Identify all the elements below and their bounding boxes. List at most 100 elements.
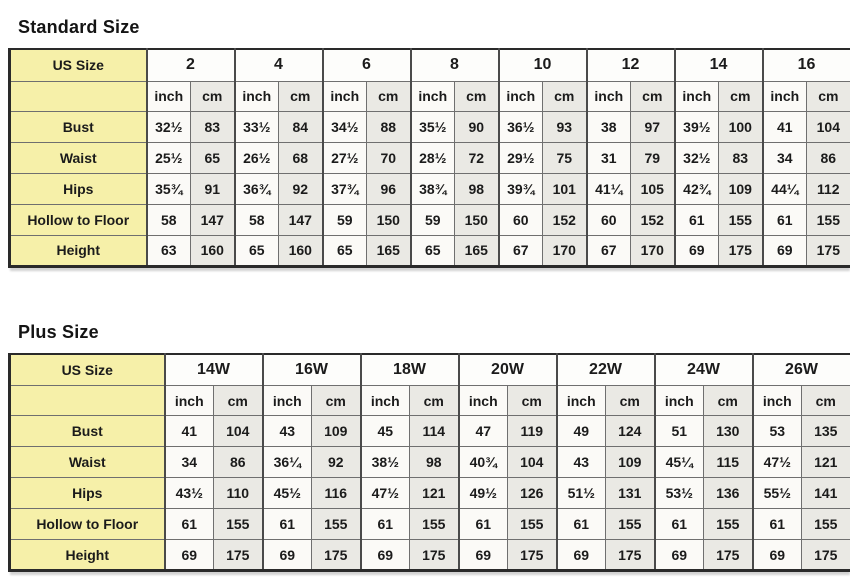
value-cell-cm: 175 bbox=[311, 539, 361, 571]
size-column-header: 16 bbox=[761, 48, 850, 82]
value-cell-cm: 152 bbox=[630, 203, 676, 236]
value-cell-inch: 34½ bbox=[321, 110, 367, 143]
value-cell-cm: 124 bbox=[605, 415, 655, 447]
unit-header-inch: inch bbox=[261, 385, 312, 416]
corner-us-size-label: US Size bbox=[9, 48, 148, 82]
value-cell-inch: 36¾ bbox=[233, 172, 279, 205]
unit-header-cm: cm bbox=[718, 80, 764, 112]
value-cell-cm: 155 bbox=[311, 508, 361, 540]
unit-header-cm: cm bbox=[507, 385, 557, 416]
value-cell-inch: 69 bbox=[673, 234, 720, 267]
value-cell-inch: 32½ bbox=[673, 141, 720, 174]
value-cell-cm: 72 bbox=[454, 141, 499, 174]
value-cell-inch: 41¼ bbox=[585, 172, 632, 205]
value-cell-inch: 61 bbox=[761, 203, 808, 236]
value-cell-inch: 31 bbox=[585, 141, 632, 174]
row-label: Bust bbox=[9, 415, 166, 447]
size-column-header: 18W bbox=[359, 353, 459, 386]
value-cell-cm: 175 bbox=[507, 539, 557, 571]
value-cell-cm: 79 bbox=[630, 141, 676, 174]
unit-header-cm: cm bbox=[190, 80, 235, 112]
value-cell-inch: 49 bbox=[555, 415, 606, 447]
size-column-header: 16W bbox=[261, 353, 361, 386]
value-cell-cm: 155 bbox=[213, 508, 263, 540]
value-cell-cm: 150 bbox=[454, 203, 499, 236]
value-cell-inch: 36¼ bbox=[261, 446, 312, 478]
value-cell-inch: 61 bbox=[359, 508, 410, 540]
value-cell-inch: 69 bbox=[751, 539, 802, 571]
value-cell-cm: 116 bbox=[311, 477, 361, 509]
value-cell-inch: 69 bbox=[359, 539, 410, 571]
value-cell-inch: 47½ bbox=[751, 446, 802, 478]
standard-size-title: Standard Size bbox=[18, 17, 140, 37]
value-cell-cm: 70 bbox=[366, 141, 411, 174]
value-cell-inch: 49½ bbox=[457, 477, 508, 509]
value-cell-cm: 104 bbox=[507, 446, 557, 478]
value-cell-inch: 60 bbox=[497, 203, 543, 236]
value-cell-inch: 41 bbox=[163, 415, 214, 447]
size-column-header: 26W bbox=[751, 353, 850, 386]
value-cell-cm: 97 bbox=[630, 110, 676, 143]
value-cell-cm: 155 bbox=[507, 508, 557, 540]
value-cell-cm: 105 bbox=[630, 172, 676, 205]
value-cell-cm: 109 bbox=[718, 172, 764, 205]
row-label: Bust bbox=[9, 110, 148, 143]
size-column-header: 6 bbox=[321, 48, 411, 82]
unit-header-cm: cm bbox=[806, 80, 850, 112]
value-cell-inch: 61 bbox=[457, 508, 508, 540]
value-cell-cm: 155 bbox=[801, 508, 850, 540]
value-cell-cm: 119 bbox=[507, 415, 557, 447]
value-cell-cm: 155 bbox=[806, 203, 850, 236]
measurement-row: Bust 32½ 83 33½ 84 34½ 88 35½ 90 36½ 93 38 97 39½ 100 4… bbox=[9, 110, 850, 143]
value-cell-cm: 170 bbox=[541, 234, 588, 267]
value-cell-inch: 33½ bbox=[233, 110, 279, 143]
value-cell-inch: 65 bbox=[409, 234, 455, 267]
unit-header-cm: cm bbox=[605, 385, 655, 416]
value-cell-inch: 67 bbox=[585, 234, 632, 267]
value-cell-cm: 92 bbox=[311, 446, 361, 478]
value-cell-inch: 69 bbox=[261, 539, 312, 571]
value-cell-inch: 69 bbox=[653, 539, 704, 571]
row-label: Waist bbox=[9, 446, 166, 478]
value-cell-cm: 86 bbox=[806, 141, 850, 174]
unit-header-cm: cm bbox=[541, 80, 588, 112]
value-cell-inch: 25½ bbox=[145, 141, 191, 174]
value-cell-inch: 47 bbox=[457, 415, 508, 447]
value-cell-cm: 170 bbox=[630, 234, 676, 267]
value-cell-cm: 112 bbox=[806, 172, 850, 205]
value-cell-cm: 121 bbox=[801, 446, 850, 478]
measurement-row: Bust 41 104 43 109 45 114 47 119 49 124 51 130 53 135 bbox=[9, 415, 850, 447]
value-cell-cm: 96 bbox=[366, 172, 411, 205]
value-cell-inch: 59 bbox=[409, 203, 455, 236]
value-cell-inch: 43 bbox=[555, 446, 606, 478]
value-cell-inch: 60 bbox=[585, 203, 632, 236]
value-cell-cm: 175 bbox=[213, 539, 263, 571]
value-cell-inch: 51½ bbox=[555, 477, 606, 509]
value-cell-cm: 135 bbox=[801, 415, 850, 447]
value-cell-inch: 65 bbox=[321, 234, 367, 267]
value-cell-inch: 55½ bbox=[751, 477, 802, 509]
row-label: Height bbox=[9, 539, 166, 571]
plus-size-table: US Size 14W 16W 18W 20W 22W 24W 26W inch cm inch cm… bbox=[8, 352, 850, 572]
value-cell-cm: 86 bbox=[213, 446, 263, 478]
measurement-row: Height 69 175 69 175 69 175 69 175 69 175 69 175 69 17… bbox=[9, 539, 850, 571]
measurement-row: Waist 25½ 65 26½ 68 27½ 70 28½ 72 29½ 75 31 79 32½ 83 3… bbox=[9, 141, 850, 174]
value-cell-inch: 40¾ bbox=[457, 446, 508, 478]
value-cell-inch: 32½ bbox=[145, 110, 191, 143]
value-cell-inch: 34 bbox=[163, 446, 214, 478]
row-label: Hollow to Floor bbox=[9, 203, 148, 236]
value-cell-inch: 69 bbox=[555, 539, 606, 571]
size-column-header: 14 bbox=[673, 48, 764, 82]
value-cell-cm: 68 bbox=[278, 141, 323, 174]
value-cell-inch: 38 bbox=[585, 110, 632, 143]
value-cell-inch: 67 bbox=[497, 234, 543, 267]
value-cell-cm: 165 bbox=[454, 234, 499, 267]
value-cell-inch: 69 bbox=[163, 539, 214, 571]
value-cell-cm: 141 bbox=[801, 477, 850, 509]
value-cell-inch: 65 bbox=[233, 234, 279, 267]
value-cell-inch: 45½ bbox=[261, 477, 312, 509]
value-cell-inch: 43 bbox=[261, 415, 312, 447]
value-cell-cm: 115 bbox=[703, 446, 753, 478]
row-label: Hollow to Floor bbox=[9, 508, 166, 540]
value-cell-inch: 63 bbox=[145, 234, 191, 267]
